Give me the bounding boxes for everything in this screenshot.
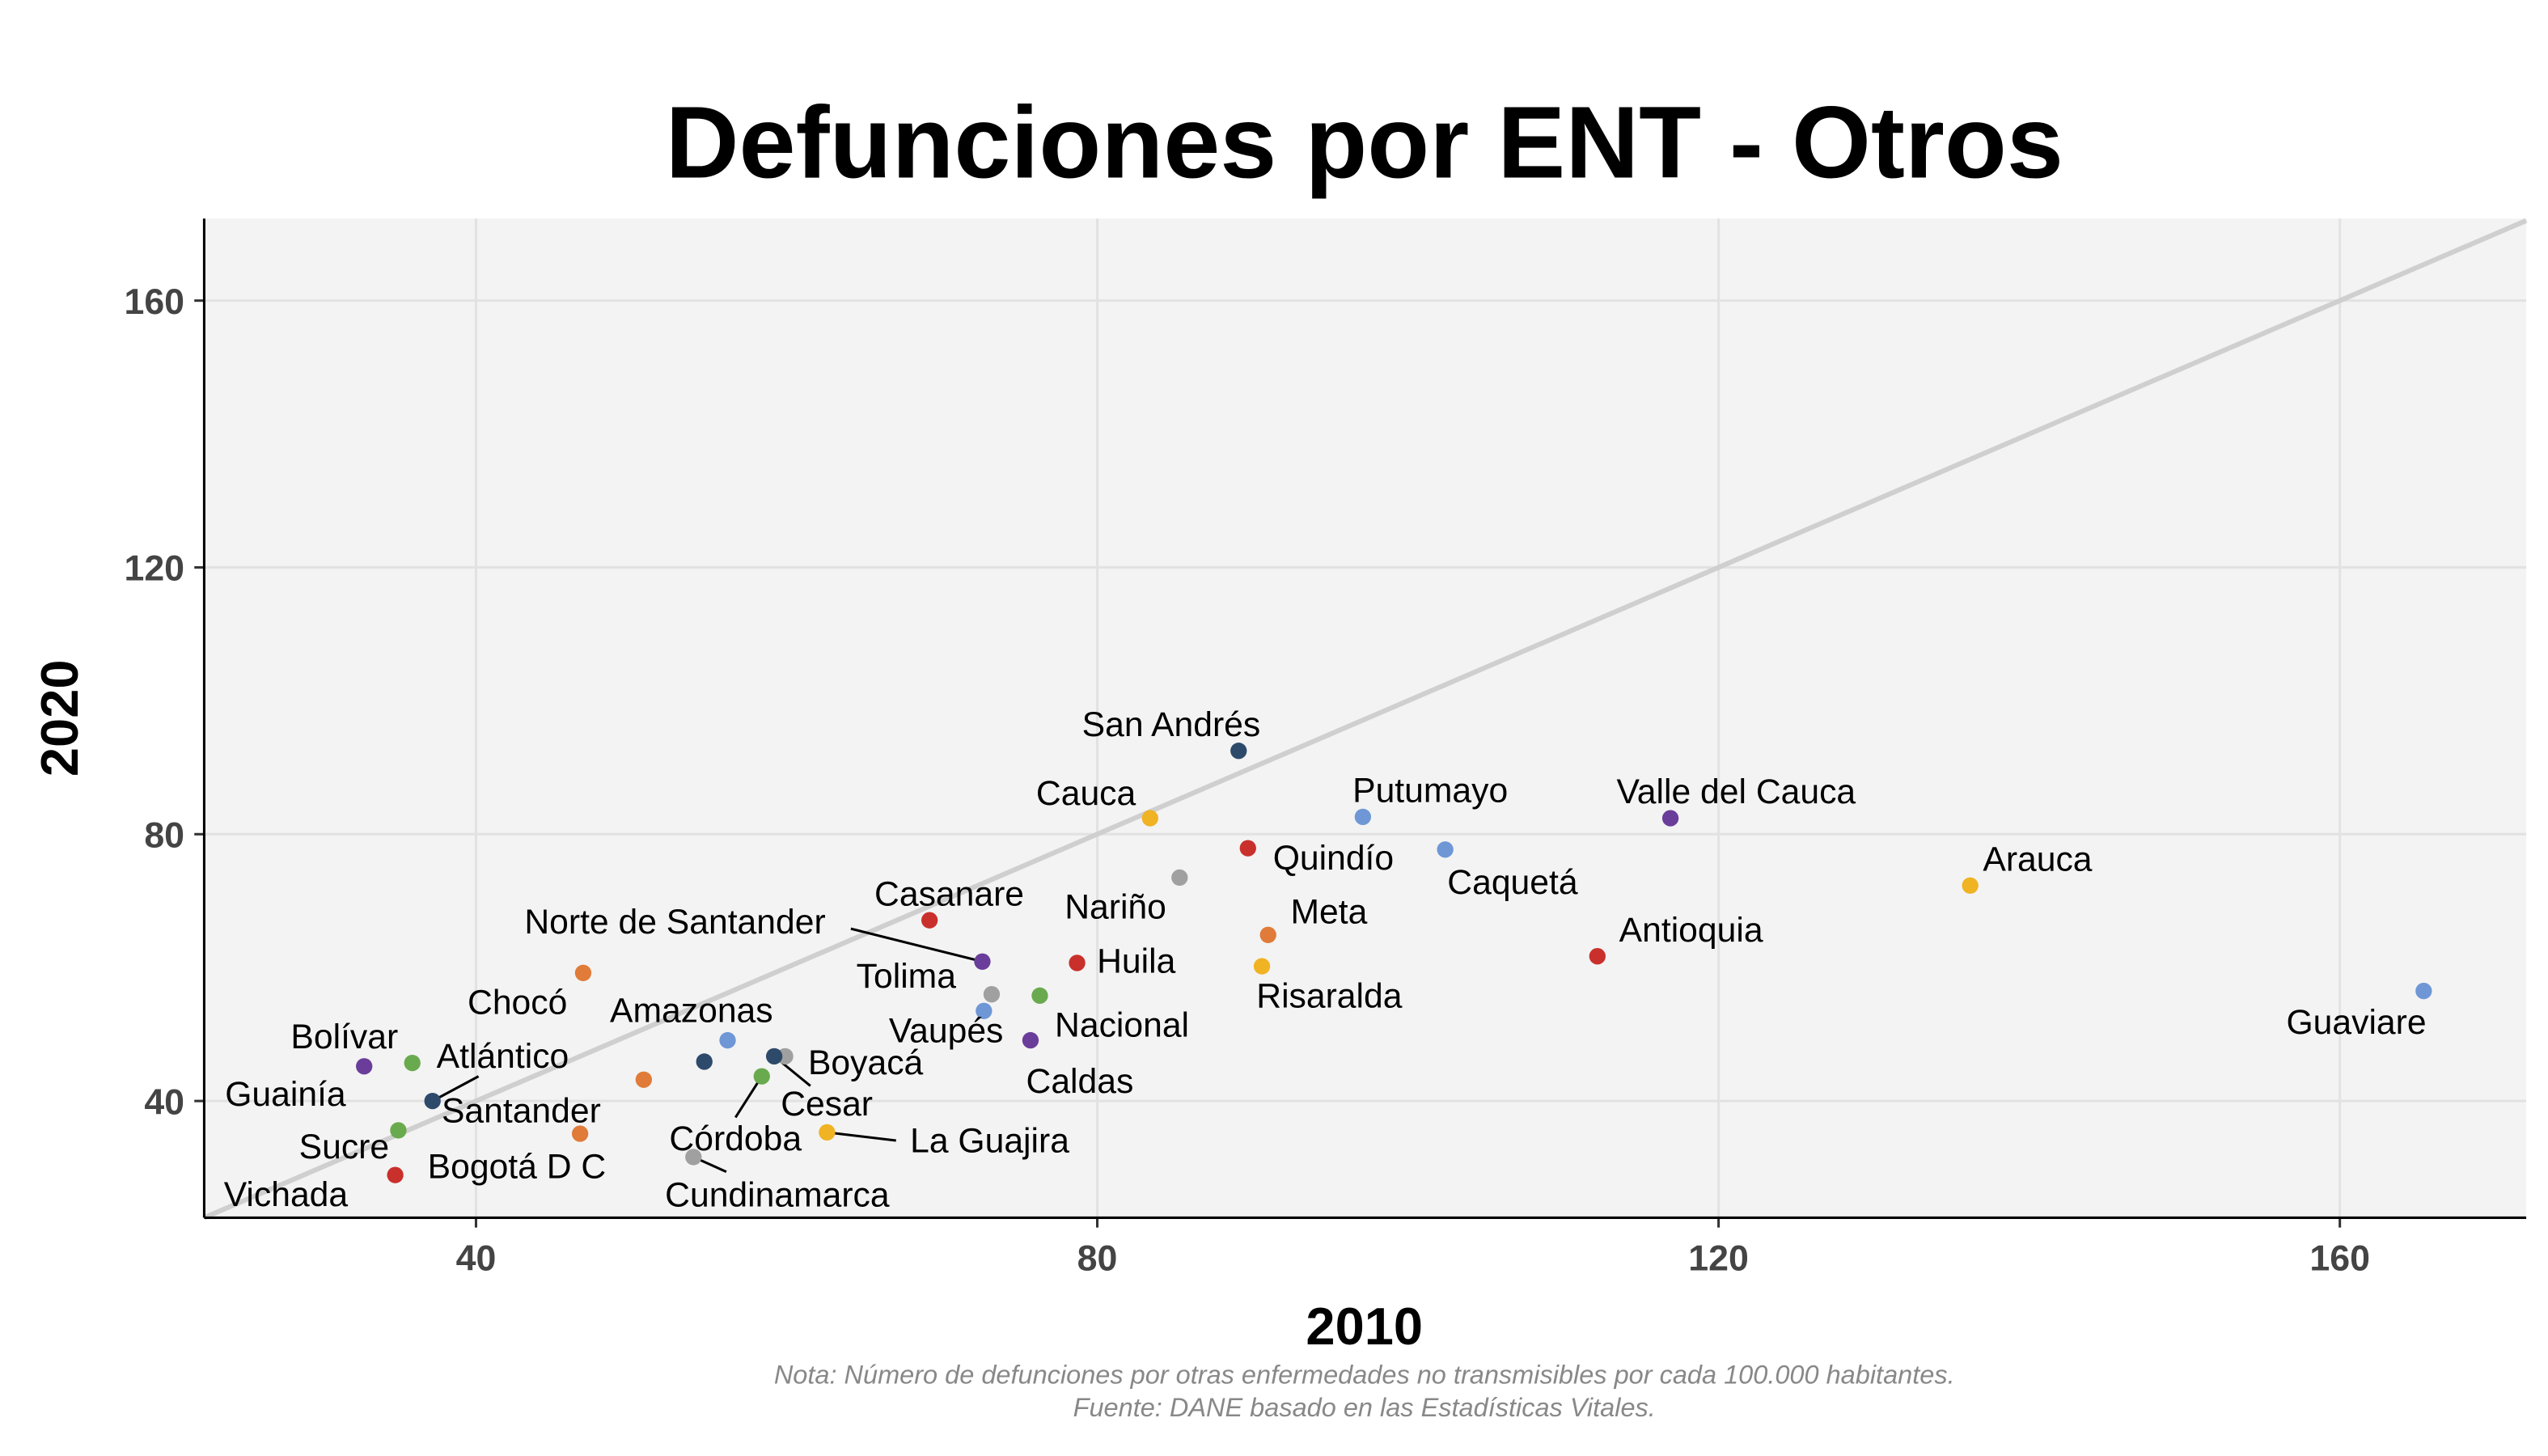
point — [1239, 840, 1256, 857]
note: Nota: Número de defunciones por otras en… — [774, 1361, 1955, 1390]
point — [2415, 982, 2432, 1000]
point-label: Caldas — [1026, 1062, 1134, 1101]
point — [1661, 810, 1679, 827]
point — [387, 1166, 404, 1183]
point-label: Antioquia — [1619, 911, 1763, 950]
point — [696, 1053, 713, 1070]
point — [574, 964, 592, 981]
point — [1437, 841, 1454, 858]
point-label: Amazonas — [610, 992, 773, 1031]
leader-line — [827, 1131, 896, 1142]
point — [390, 1122, 407, 1139]
point — [819, 1124, 836, 1141]
point — [685, 1149, 702, 1166]
leader-line — [850, 927, 983, 963]
point-label: La Guajira — [910, 1121, 1069, 1160]
point — [424, 1092, 441, 1110]
x-tick-label: 80 — [1077, 1238, 1118, 1278]
leader-line — [431, 1075, 480, 1103]
point-label: Sucre — [299, 1128, 389, 1166]
y-axis-title: 2020 — [30, 660, 89, 777]
point-label: Putumayo — [1352, 772, 1508, 811]
point — [974, 953, 991, 970]
point-label: Vaupés — [889, 1011, 1004, 1050]
y-tick-label: 120 — [124, 549, 184, 589]
point — [976, 1002, 993, 1019]
point-label: Nacional — [1055, 1006, 1189, 1045]
point — [1230, 743, 1247, 760]
point-label: Atlántico — [437, 1037, 569, 1076]
x-tick-label: 120 — [1688, 1238, 1749, 1278]
point-label: Bolívar — [290, 1018, 398, 1056]
point — [719, 1031, 736, 1049]
point-label: Córdoba — [669, 1120, 802, 1158]
point-label: Arauca — [1983, 840, 2092, 878]
point — [1253, 958, 1271, 975]
x-axis-title: 2010 — [1306, 1297, 1423, 1356]
point-label: Risaralda — [1256, 976, 1402, 1015]
chart-title: Defunciones por ENT - Otros — [666, 85, 2063, 199]
point-label: Caquetá — [1447, 863, 1578, 902]
point — [983, 986, 1001, 1003]
point — [1962, 877, 1979, 894]
point-label: Cundinamarca — [665, 1175, 890, 1214]
source: Fuente: DANE basado en las Estadísticas … — [1073, 1393, 1656, 1422]
point-label: Bogotá D C — [428, 1148, 607, 1187]
point — [356, 1058, 373, 1075]
point — [1022, 1031, 1039, 1049]
point-label: Boyacá — [808, 1043, 924, 1082]
point-label: Tolima — [857, 957, 957, 996]
point — [404, 1054, 421, 1072]
point-label: Valle del Cauca — [1617, 772, 1856, 811]
point-label: Guaviare — [2287, 1003, 2427, 1042]
point-label: Nariño — [1064, 888, 1166, 927]
point — [1141, 810, 1158, 827]
y-tick-label: 80 — [144, 816, 184, 856]
y-tick-label: 40 — [144, 1082, 184, 1122]
point — [921, 912, 938, 929]
point — [1259, 926, 1276, 943]
point — [1354, 808, 1372, 826]
point — [1171, 869, 1188, 887]
point-label: San Andrés — [1082, 705, 1261, 744]
point-label: Chocó — [468, 984, 567, 1022]
point — [635, 1071, 652, 1088]
point — [1589, 948, 1606, 965]
point-label: Cesar — [781, 1085, 873, 1124]
point-label: Vichada — [224, 1175, 349, 1214]
point — [765, 1048, 783, 1065]
point — [1031, 987, 1048, 1004]
x-tick-label: 40 — [456, 1238, 497, 1278]
point-label: Casanare — [874, 874, 1024, 913]
point — [753, 1068, 770, 1085]
point-label: Huila — [1097, 942, 1175, 981]
point-label: Cauca — [1036, 774, 1136, 813]
x-tick-label: 160 — [2309, 1238, 2370, 1278]
point — [1069, 954, 1086, 971]
point-label: Santander — [442, 1092, 601, 1131]
point-label: Norte de Santander — [524, 903, 825, 942]
point-label: Guainía — [225, 1075, 346, 1114]
point — [571, 1125, 589, 1142]
point-label: Meta — [1290, 893, 1367, 932]
reference-line — [203, 218, 2528, 1221]
y-tick-label: 160 — [124, 282, 184, 322]
point-label: Quindío — [1273, 839, 1394, 878]
